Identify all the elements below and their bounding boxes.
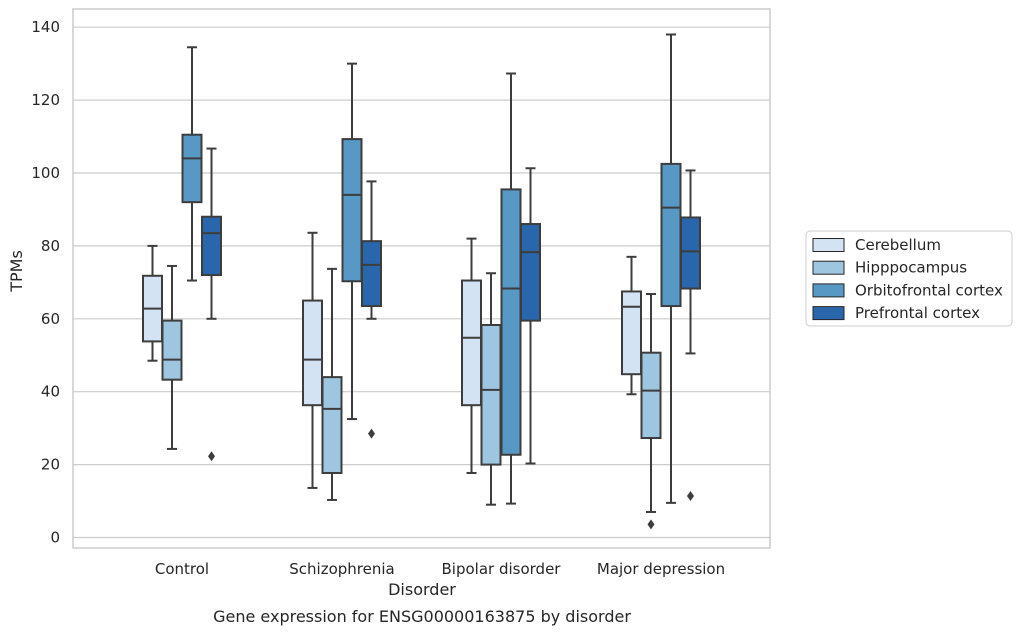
box <box>500 188 522 456</box>
box-group <box>480 272 502 506</box>
box <box>341 138 363 283</box>
box <box>361 240 382 308</box>
box-group <box>621 255 642 396</box>
box-group <box>161 264 183 450</box>
box-group <box>660 33 682 504</box>
legend-label: Orbitofrontal cortex <box>855 281 1003 299</box>
y-tick-label: 60 <box>41 310 60 328</box>
box-layer <box>142 33 701 530</box>
y-tick-label: 80 <box>41 237 60 255</box>
legend-label: Prefrontal cortex <box>855 304 980 322</box>
legend-frame <box>805 230 1013 327</box>
x-tick-label: Major depression <box>597 560 725 578</box>
box <box>640 351 662 439</box>
box-group <box>181 46 203 282</box>
box <box>161 319 183 381</box>
y-tick-label: 20 <box>41 456 60 474</box>
outlier-marker <box>647 519 655 530</box>
box-group <box>500 72 522 505</box>
box <box>520 223 541 322</box>
outlier-marker <box>687 490 694 501</box>
legend-swatch <box>812 260 845 275</box>
box-group <box>321 267 343 501</box>
box <box>621 290 642 376</box>
box <box>201 215 222 277</box>
outlier-marker <box>368 428 375 439</box>
legend-label: Hipppocampus <box>855 259 967 277</box>
box <box>480 323 502 466</box>
y-tick-label: 140 <box>31 18 60 36</box>
box-group <box>640 293 662 530</box>
x-tick-label: Bipolar disorder <box>442 560 562 578</box>
box-group <box>302 231 323 489</box>
box-group <box>142 244 163 362</box>
plot-frame <box>72 8 771 549</box>
box-group <box>461 237 482 474</box>
legend-swatch <box>812 283 845 298</box>
legend-label: Cerebellum <box>855 236 941 254</box>
box <box>181 133 203 204</box>
x-axis-title: Disorder <box>388 580 456 599</box>
y-tick-labels: 0 20 40 60 80 100 120 140 <box>31 18 60 546</box>
y-tick-label: 0 <box>50 529 60 547</box>
y-tick-label: 40 <box>41 383 60 401</box>
x-tick-labels: Control Schizophrenia Bipolar disorder Majo… <box>155 560 725 578</box>
legend: Cerebellum Hipppocampus Orbitofrontal cort… <box>805 230 1013 327</box>
box <box>660 162 682 308</box>
legend-swatch <box>812 306 845 321</box>
y-tick-label: 120 <box>31 91 60 109</box>
box-group <box>201 147 222 462</box>
box <box>680 216 701 290</box>
y-axis-title: TPMs <box>7 250 26 293</box>
box-group <box>680 169 701 501</box>
box <box>321 376 343 474</box>
chart-caption: Gene expression for ENSG00000163875 by d… <box>213 607 631 626</box>
legend-swatch <box>812 238 845 252</box>
x-tick-label: Schizophrenia <box>289 560 394 578</box>
outlier-marker <box>208 451 215 462</box>
y-tick-label: 100 <box>31 164 60 182</box>
box <box>461 279 482 407</box>
box <box>302 299 323 407</box>
box-group <box>520 167 541 465</box>
x-tick-label: Control <box>155 560 209 578</box>
box-group <box>341 62 363 421</box>
box-group <box>361 180 382 439</box>
